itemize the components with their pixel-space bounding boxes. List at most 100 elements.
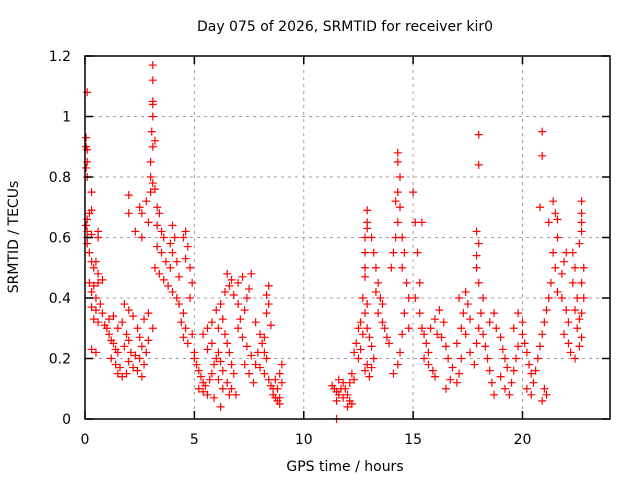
data-points [82,61,588,423]
data-point [172,257,181,266]
data-point [439,318,448,327]
data-point [256,330,264,339]
data-point [183,339,192,348]
data-point [564,318,573,327]
data-point [361,366,369,375]
data-point [365,333,374,342]
data-point [223,378,232,387]
data-point [118,318,127,327]
data-point [579,263,588,272]
data-point [273,384,282,393]
data-point [113,324,122,333]
data-point [216,300,225,309]
data-point [347,369,356,378]
data-point [146,157,155,166]
data-point [557,269,566,278]
data-point [347,399,356,408]
data-point [124,306,133,315]
data-point [87,345,96,354]
data-point [85,248,94,257]
data-point [159,275,168,284]
data-point [343,390,352,399]
data-point [544,218,553,227]
data-point [183,242,192,251]
data-point [553,233,562,242]
data-point [229,290,238,299]
data-point [124,209,133,218]
data-point [91,257,100,266]
data-point [124,336,133,345]
data-point [571,306,579,315]
data-point [94,269,103,278]
data-point [422,339,431,348]
data-point [518,330,527,339]
data-point [459,309,468,318]
y-tick-label: 0.6 [49,231,71,247]
data-point [452,378,461,387]
data-point [175,272,184,281]
data-point [144,309,153,318]
data-point [89,281,98,290]
data-point [544,294,553,302]
data-point [203,390,212,399]
data-point [472,263,481,272]
data-point [374,278,383,287]
data-point [144,218,153,227]
data-point [216,402,225,411]
data-point [155,209,164,218]
data-point [522,384,531,393]
data-point [109,339,118,348]
data-point [142,348,151,357]
data-point [557,294,566,302]
data-point [168,248,177,257]
data-point [234,324,243,333]
data-point [551,263,560,272]
data-point [461,330,470,339]
data-point [234,300,243,309]
data-point [520,339,529,348]
data-point [571,354,579,363]
x-axis-label: GPS time / hours [286,459,403,475]
data-point [402,278,411,287]
data-point [205,375,214,384]
data-point [378,300,387,309]
data-point [540,384,549,393]
data-point [441,342,450,351]
data-point [509,324,518,333]
data-point [542,306,551,315]
data-point [361,309,369,318]
data-point [562,306,571,315]
data-point [363,324,372,333]
data-point [264,281,273,290]
data-point [170,233,179,242]
data-point [501,354,509,363]
data-point [168,287,177,296]
data-point [431,315,439,324]
data-point [496,333,505,342]
data-point [455,369,464,378]
data-point [396,173,404,181]
data-point [487,378,496,387]
data-point [420,330,429,339]
data-point [245,369,254,378]
data-point [536,203,544,212]
x-axis-ticks: 0 5 10 15 20 [81,56,531,448]
data-point [240,360,249,369]
data-point [393,157,402,166]
data-point [446,375,455,384]
data-point [133,366,142,375]
data-point [111,360,120,369]
data-point [91,306,100,315]
data-point [398,233,407,242]
y-tick-label: 1.2 [49,49,71,65]
data-point [546,278,555,287]
data-point [389,248,398,257]
data-point [542,390,551,399]
data-point [155,269,164,278]
data-point [538,330,547,339]
x-tick-label: 5 [190,432,199,448]
data-point [538,127,547,136]
data-point [227,360,236,369]
data-point [161,257,170,266]
data-point [148,324,157,333]
